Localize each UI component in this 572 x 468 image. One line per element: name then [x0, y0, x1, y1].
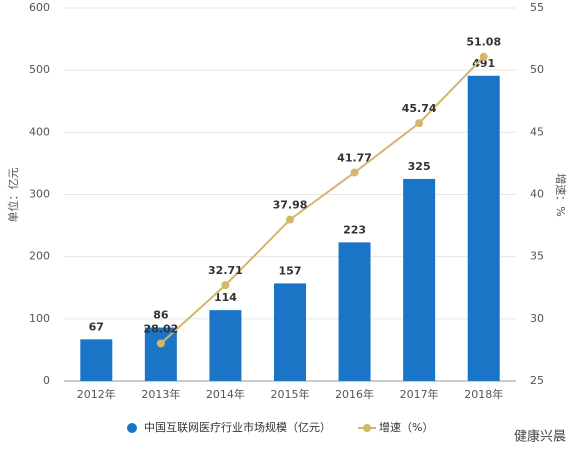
legend-swatch	[363, 424, 371, 432]
y2-tick-label: 30	[530, 312, 544, 325]
data-label: 45.74	[402, 102, 437, 115]
data-label: 37.98	[273, 199, 308, 212]
x-tick-label: 2018年	[464, 387, 503, 401]
data-label: 157	[279, 264, 302, 277]
data-label: 32.71	[208, 264, 243, 277]
x-tick-label: 2016年	[335, 387, 374, 401]
data-label: 491	[472, 57, 495, 70]
y-tick-label: 0	[43, 374, 50, 387]
y-tick-label: 600	[29, 1, 50, 14]
y2-axis-label: 增速：%	[554, 173, 568, 216]
data-label: 325	[408, 160, 431, 173]
data-label: 67	[89, 320, 104, 333]
data-label: 223	[343, 223, 366, 236]
bar	[403, 178, 436, 381]
x-tick-label: 2012年	[77, 387, 116, 401]
data-label: 51.08	[466, 36, 501, 49]
y-tick-label: 100	[29, 312, 50, 325]
data-label: 28.02	[143, 322, 178, 335]
watermark: 健康兴晨	[514, 429, 566, 445]
line	[160, 56, 485, 345]
legend-label: 增速（%）	[379, 420, 433, 434]
data-label: 86	[153, 309, 169, 322]
bar	[274, 283, 306, 381]
y-tick-label: 500	[29, 63, 50, 76]
y2-tick-label: 45	[530, 125, 544, 138]
y2-tick-label: 25	[530, 374, 544, 387]
bar	[80, 339, 113, 381]
line-point	[221, 281, 230, 290]
x-tick-label: 2017年	[400, 387, 439, 401]
line-point	[479, 52, 488, 61]
y2-tick-label: 55	[530, 1, 544, 14]
legend-swatch	[127, 423, 137, 433]
bar	[338, 242, 371, 381]
line-point	[286, 215, 294, 224]
y-tick-label: 300	[29, 188, 50, 201]
line-point	[156, 339, 165, 348]
data-label: 114	[214, 291, 237, 304]
y2-tick-label: 50	[530, 63, 544, 76]
bar	[144, 327, 177, 381]
bar	[209, 310, 242, 381]
line-point	[415, 119, 424, 128]
x-tick-label: 2013年	[141, 387, 180, 401]
legend-label: 中国互联网医疗行业市场规模（亿元）	[144, 420, 331, 434]
y-tick-label: 200	[29, 250, 50, 263]
y-axis-label: 单位：亿元	[6, 168, 20, 223]
y-tick-label: 400	[29, 125, 50, 138]
y2-tick-label: 35	[530, 250, 544, 263]
bar	[467, 75, 500, 382]
x-tick-label: 2015年	[271, 387, 310, 401]
y2-tick-label: 40	[530, 188, 544, 201]
data-label: 41.77	[337, 151, 372, 164]
x-tick-label: 2014年	[206, 387, 245, 401]
line-point	[350, 168, 359, 177]
